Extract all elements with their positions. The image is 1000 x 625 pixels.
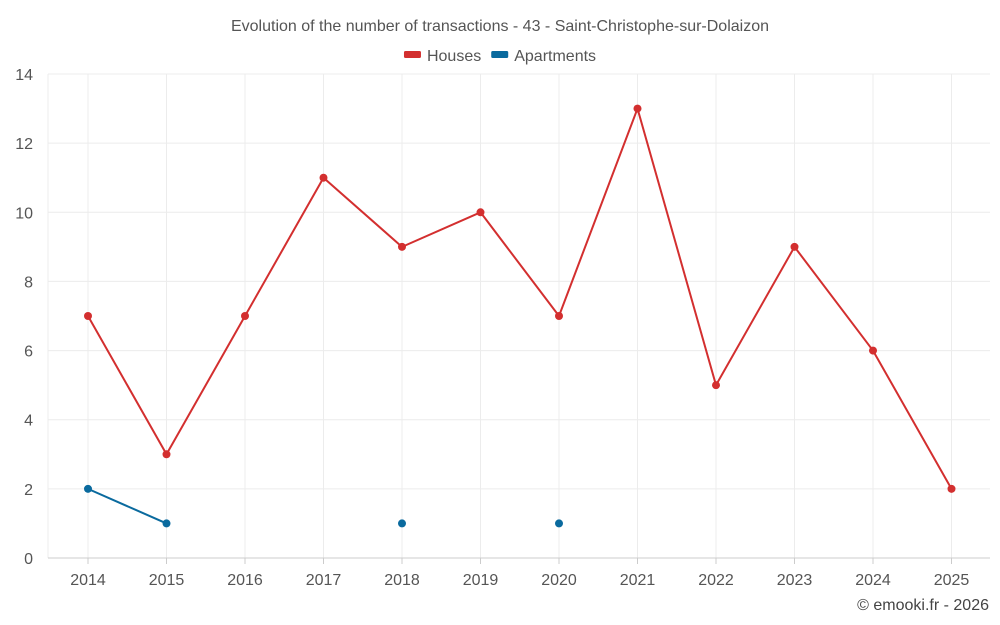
y-tick-label-14: 14 — [15, 67, 33, 84]
x-tick-label-2023: 2023 — [777, 572, 813, 589]
y-tick-label-8: 8 — [24, 274, 33, 291]
y-tick-label-4: 4 — [24, 413, 33, 430]
houses-point-2023[interactable] — [790, 242, 799, 251]
series-points — [84, 104, 956, 528]
legend-label-houses: Houses — [427, 48, 481, 65]
series-lines — [87, 107, 953, 525]
x-tick-label-2016: 2016 — [227, 572, 263, 589]
credit-text: © emooki.fr - 2026 — [857, 597, 989, 614]
houses-point-2021[interactable] — [633, 104, 642, 113]
x-tick-label-2020: 2020 — [541, 572, 577, 589]
houses-point-2019[interactable] — [476, 208, 485, 217]
apartments-point-2015[interactable] — [162, 519, 171, 528]
houses-point-2018[interactable] — [398, 242, 406, 251]
apartments-line-segment-0 — [87, 487, 168, 525]
chart-grid — [47, 73, 990, 564]
y-tick-label-0: 0 — [24, 551, 33, 568]
x-tick-label-2014: 2014 — [70, 572, 106, 589]
legend-item-apartments[interactable]: Apartments — [491, 48, 596, 65]
y-tick-label-12: 12 — [15, 136, 33, 153]
chart-title: Evolution of the number of transactions … — [231, 18, 769, 35]
houses-point-2014[interactable] — [84, 312, 92, 320]
houses-point-2015[interactable] — [162, 450, 171, 459]
apartments-point-2014[interactable] — [84, 484, 92, 493]
legend-swatch-apartments — [491, 51, 509, 58]
y-tick-label-6: 6 — [24, 344, 33, 361]
apartments-point-2020[interactable] — [555, 519, 563, 528]
x-tick-label-2021: 2021 — [620, 572, 656, 589]
legend-label-apartments: Apartments — [514, 48, 596, 65]
legend-swatch-houses — [403, 51, 421, 58]
x-tick-label-2025: 2025 — [934, 572, 970, 589]
x-axis-tick-labels: 2014 2015 2016 2017 2018 2019 2020 2021 2022 2023… — [70, 572, 969, 589]
houses-point-2020[interactable] — [555, 312, 563, 320]
houses-line-segment-0 — [87, 107, 953, 490]
x-tick-label-2017: 2017 — [306, 572, 342, 589]
houses-point-2016[interactable] — [241, 312, 249, 320]
x-tick-label-2015: 2015 — [149, 572, 185, 589]
x-tick-label-2022: 2022 — [698, 572, 734, 589]
chart-legend: Houses Apartments — [403, 48, 596, 65]
y-tick-label-10: 10 — [15, 205, 33, 222]
houses-point-2022[interactable] — [712, 381, 720, 390]
x-tick-label-2019: 2019 — [463, 572, 499, 589]
apartments-point-2018[interactable] — [398, 519, 406, 528]
houses-point-2017[interactable] — [319, 173, 328, 182]
houses-point-2025[interactable] — [947, 484, 956, 493]
x-tick-label-2018: 2018 — [384, 572, 420, 589]
legend-item-houses[interactable]: Houses — [403, 48, 481, 65]
y-axis-tick-labels: 0 2 4 6 8 10 12 14 — [15, 67, 33, 568]
x-tick-label-2024: 2024 — [855, 572, 891, 589]
y-tick-label-2: 2 — [24, 482, 33, 499]
houses-point-2024[interactable] — [869, 346, 877, 355]
